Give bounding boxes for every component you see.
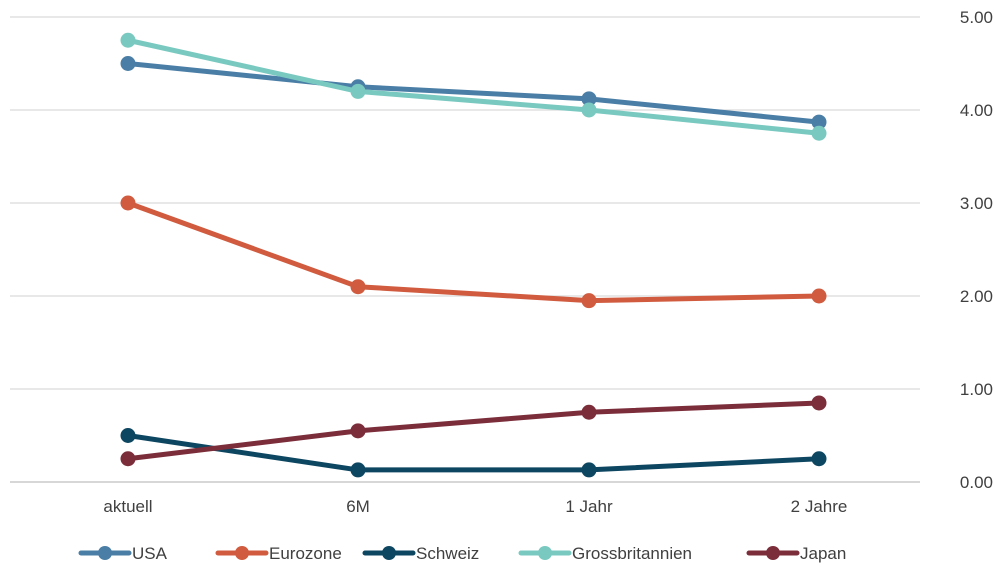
series-usa xyxy=(120,56,827,130)
x-axis-ticks: aktuell 6M 1 Jahr 2 Jahre xyxy=(103,497,847,516)
data-point xyxy=(581,91,597,107)
data-point xyxy=(581,293,597,309)
legend-item-eurozone: Eurozone xyxy=(215,544,342,563)
legend-swatch-marker xyxy=(98,546,112,560)
legend: USA Eurozone Schweiz Grossbritannien Japan xyxy=(78,544,846,563)
data-point xyxy=(811,395,827,411)
series-grossbritannien xyxy=(120,32,827,141)
x-tick-label: 1 Jahr xyxy=(565,497,613,516)
data-point xyxy=(120,56,136,71)
legend-item-japan: Japan xyxy=(746,544,846,563)
data-point xyxy=(581,462,597,478)
series-line xyxy=(125,400,822,462)
series-eurozone xyxy=(120,195,827,309)
y-tick-label: 4.00 xyxy=(960,101,993,120)
data-point xyxy=(350,462,366,478)
data-point xyxy=(120,428,136,443)
series-line xyxy=(125,61,822,125)
y-tick-label: 0.00 xyxy=(960,473,993,492)
data-point xyxy=(350,83,366,99)
legend-swatch-marker xyxy=(538,546,552,560)
y-tick-label: 3.00 xyxy=(960,194,993,213)
legend-swatch-marker xyxy=(235,546,249,560)
x-tick-label: aktuell xyxy=(103,497,152,516)
series-lines xyxy=(120,32,827,478)
data-point xyxy=(350,279,366,295)
y-tick-label: 2.00 xyxy=(960,287,993,306)
gridlines xyxy=(10,16,920,483)
y-tick-label: 1.00 xyxy=(960,380,993,399)
y-axis-ticks: 0.00 1.00 2.00 3.00 4.00 5.00 xyxy=(960,8,993,492)
legend-item-grossbritannien: Grossbritannien xyxy=(518,544,692,563)
data-point xyxy=(811,288,827,304)
data-point xyxy=(581,404,597,420)
series-japan xyxy=(120,395,827,467)
y-tick-label: 5.00 xyxy=(960,8,993,27)
data-point xyxy=(811,125,827,141)
series-line xyxy=(125,200,822,304)
series-schweiz xyxy=(120,428,827,478)
data-point xyxy=(120,32,136,48)
data-point xyxy=(350,423,366,439)
data-point xyxy=(811,114,827,130)
legend-label: Grossbritannien xyxy=(572,544,692,563)
series-line xyxy=(125,433,822,473)
series-line xyxy=(125,37,822,136)
legend-item-usa: USA xyxy=(78,544,168,563)
legend-label: Schweiz xyxy=(416,544,479,563)
data-point xyxy=(120,451,136,467)
data-point xyxy=(811,451,827,467)
x-tick-label: 2 Jahre xyxy=(791,497,848,516)
data-point xyxy=(581,102,597,118)
x-tick-label: 6M xyxy=(346,497,370,516)
legend-item-schweiz: Schweiz xyxy=(362,544,479,563)
legend-label: Eurozone xyxy=(269,544,342,563)
legend-swatch-marker xyxy=(382,546,396,560)
data-point xyxy=(120,195,136,211)
legend-label: Japan xyxy=(800,544,846,563)
legend-label: USA xyxy=(132,544,168,563)
legend-swatch-marker xyxy=(766,546,780,560)
